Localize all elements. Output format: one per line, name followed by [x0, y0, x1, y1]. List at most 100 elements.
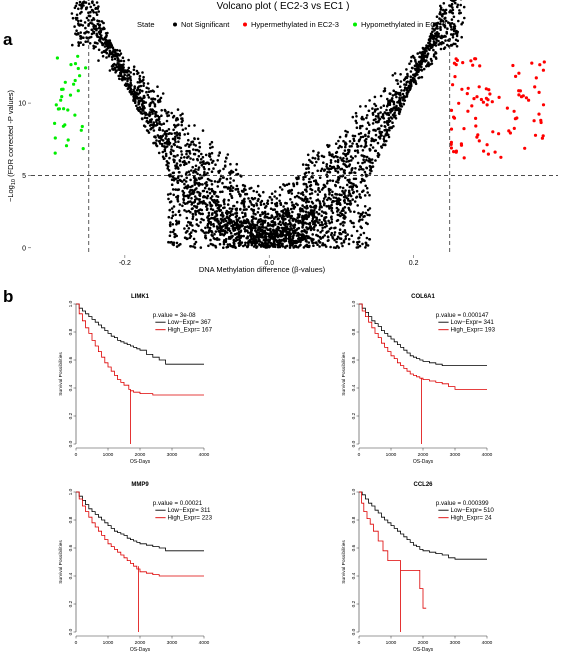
hypomethylated-point [68, 93, 73, 97]
legend-marker-hypomethylated [353, 22, 357, 27]
hypermethylated-point [452, 116, 457, 120]
hypomethylated-point [66, 108, 70, 112]
hypermethylated-point [482, 149, 486, 153]
hypermethylated-point [527, 98, 531, 102]
km-legend-label: Low−Expr= 367 [168, 319, 212, 326]
hypermethylated-point [517, 71, 521, 75]
hypermethylated-point [449, 127, 454, 131]
km-y-tick-label: 0.6 [351, 356, 357, 363]
km-pvalue: p.value = 0.00021 [153, 500, 203, 507]
km-y-axis-label: Survival Possibilities [58, 540, 64, 584]
km-y-tick-label: 0.8 [68, 516, 74, 523]
km-y-tick-label: 0.2 [351, 412, 357, 419]
y-tick-label: 10 [18, 101, 26, 108]
km-legend-label: High_Expr= 24 [451, 515, 493, 522]
hypomethylated-point [55, 56, 60, 60]
km-legend-label: High_Expr= 223 [168, 515, 213, 522]
hypomethylated-point [81, 147, 85, 151]
hypermethylated-point [475, 95, 479, 99]
km-x-tick-label: 2000 [418, 640, 429, 646]
km-x-tick-label: 0 [75, 640, 78, 646]
hypermethylated-point [486, 152, 490, 156]
hypermethylated-point [462, 127, 466, 131]
hypomethylated-point [84, 66, 88, 70]
hypomethylated-point [80, 124, 84, 129]
km-y-tick-label: 0.2 [68, 412, 74, 419]
km-y-tick-label: 0.8 [351, 516, 357, 523]
hypermethylated-point [517, 93, 521, 97]
km-curve-high-expr [76, 303, 204, 396]
hypermethylated-point [462, 156, 466, 160]
km-x-tick-label: 4000 [199, 452, 210, 458]
series-not-significant-points [70, 0, 466, 249]
km-curve-low-expr [359, 303, 487, 366]
km-y-tick-label: 0.6 [68, 356, 74, 363]
km-legend-label: Low−Expr= 510 [451, 507, 495, 514]
hypermethylated-point [505, 106, 509, 110]
hypomethylated-point [53, 121, 57, 125]
hypermethylated-point [524, 96, 529, 100]
hypermethylated-point [471, 63, 475, 67]
km-y-tick-label: 1.0 [351, 488, 357, 495]
km-x-tick-label: 2000 [135, 452, 146, 458]
hypermethylated-point [523, 146, 527, 150]
volcano-y-axis-label: −Log10 (FDR corrected -P values) [6, 89, 17, 202]
hypermethylated-point [454, 150, 458, 154]
hypermethylated-point [485, 143, 489, 147]
volcano-legend-title: State [137, 20, 155, 29]
hypomethylated-point [79, 128, 83, 132]
km-panel-limk1: LIMK1 0 1000 2000 3000 4000 0.0 0.2 0.4 0.6 0.8 1.0… [58, 294, 213, 465]
y-label-rest: (FDR corrected -P values) [6, 89, 15, 179]
hypermethylated-point [459, 143, 464, 147]
km-x-tick-label: 3000 [450, 640, 461, 646]
km-legend-label: Low−Expr= 311 [168, 507, 211, 514]
hypermethylated-point [484, 87, 488, 91]
km-x-tick-label: 1000 [386, 452, 397, 458]
km-y-tick-label: 1.0 [68, 300, 74, 307]
x-tick-label: 0.0 [264, 260, 274, 267]
hypomethylated-point [72, 82, 76, 86]
km-y-tick-label: 0.0 [351, 628, 357, 635]
km-pvalue: p.value = 3e-08 [153, 312, 196, 319]
hypermethylated-point [449, 146, 453, 150]
hypermethylated-point [488, 92, 492, 96]
x-tick-label: -0.2 [119, 260, 131, 267]
km-x-axis-label: OS-Days [413, 459, 434, 465]
hypermethylated-point [497, 95, 501, 99]
hypermethylated-point [466, 86, 470, 90]
km-x-tick-label: 3000 [167, 452, 178, 458]
hypermethylated-point [477, 85, 481, 89]
hypermethylated-point [470, 104, 474, 108]
hypermethylated-point [491, 130, 495, 134]
hypomethylated-point [62, 107, 66, 111]
km-y-tick-label: 0.0 [351, 440, 357, 447]
hypermethylated-point [497, 132, 501, 136]
hypomethylated-point [54, 103, 58, 107]
hypomethylated-point [76, 89, 80, 93]
km-pvalue: p.value = 0.000147 [436, 312, 489, 319]
km-curve-high-expr [359, 303, 487, 390]
km-panel-mmp9: MMP9 0 1000 2000 3000 4000 0.0 0.2 0.4 0.6 0.8 1.0 O… [58, 482, 213, 653]
hypermethylated-point [512, 126, 516, 130]
km-panels: LIMK1 0 1000 2000 3000 4000 0.0 0.2 0.4 0.6 0.8 1.0… [58, 294, 496, 653]
hypermethylated-point [454, 57, 458, 61]
hypermethylated-point [449, 108, 454, 112]
hypomethylated-point [59, 98, 63, 102]
hypermethylated-point [515, 116, 519, 120]
hypomethylated-point [73, 78, 77, 83]
km-x-axis-label: OS-Days [413, 647, 434, 653]
legend-marker-not-significant [173, 22, 177, 27]
hypermethylated-point [474, 116, 478, 120]
hypermethylated-point [514, 74, 518, 78]
hypomethylated-point [69, 63, 73, 67]
hypermethylated-point [474, 57, 478, 61]
hypermethylated-point [478, 64, 482, 68]
hypermethylated-point [511, 63, 515, 68]
hypomethylated-point [63, 123, 67, 127]
y-tick-label: 0 [22, 245, 26, 252]
km-y-tick-label: 0.2 [351, 600, 357, 607]
km-x-tick-label: 0 [358, 452, 361, 458]
hypermethylated-point [541, 103, 546, 107]
km-y-tick-label: 0.0 [68, 440, 74, 447]
hypomethylated-point [73, 62, 78, 66]
